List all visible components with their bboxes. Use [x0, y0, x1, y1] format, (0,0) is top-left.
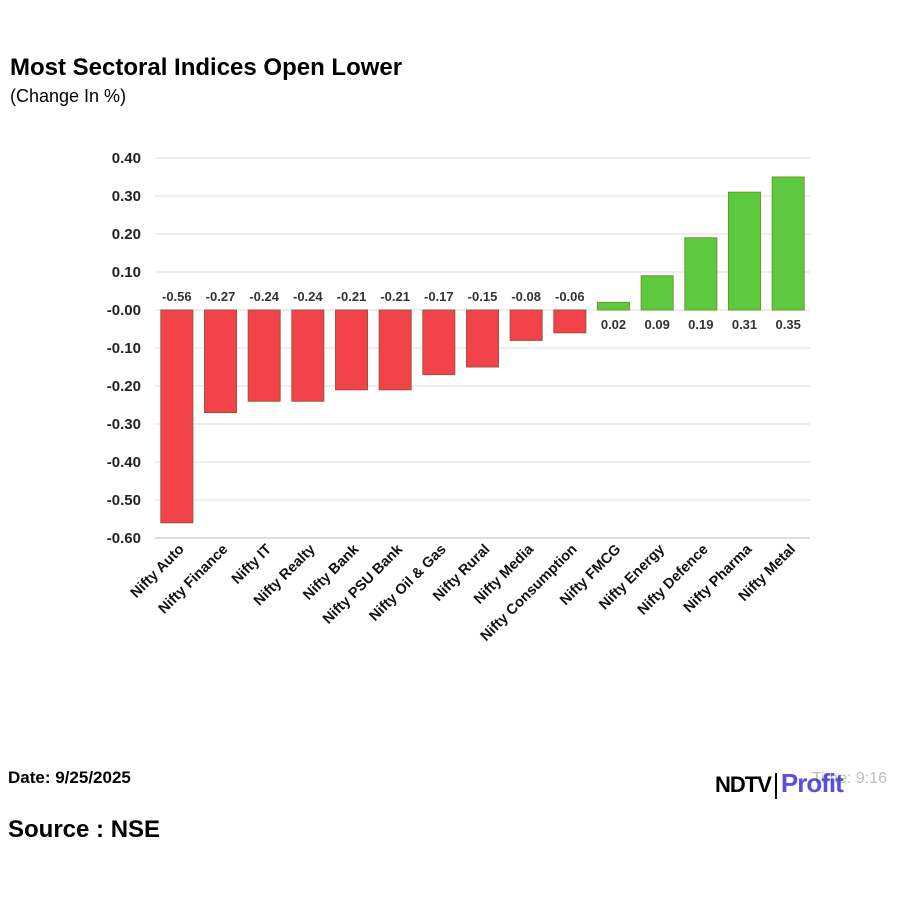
y-tick-label: -0.00 — [107, 302, 141, 319]
data-label: 0.19 — [688, 317, 713, 332]
data-label: -0.08 — [511, 289, 541, 304]
data-label: 0.09 — [645, 317, 670, 332]
y-tick-label: -0.30 — [107, 416, 141, 433]
data-label: -0.15 — [468, 289, 498, 304]
bar — [335, 309, 368, 391]
chart-subtitle: (Change In %) — [10, 86, 127, 106]
chart-title: Most Sectoral Indices Open Lower — [10, 54, 403, 81]
bar — [466, 309, 499, 368]
data-label: -0.56 — [162, 289, 192, 304]
data-label: -0.21 — [337, 289, 367, 304]
y-tick-label: 0.30 — [112, 188, 141, 205]
bar — [422, 309, 456, 376]
data-label: 0.35 — [776, 317, 801, 332]
bar — [728, 191, 761, 311]
x-tick-label: Nifty Oil & Gas — [367, 542, 450, 625]
data-label: -0.06 — [555, 289, 585, 304]
bar — [204, 309, 237, 414]
y-tick-label: 0.20 — [112, 226, 141, 243]
data-label: -0.21 — [380, 289, 410, 304]
bar — [160, 309, 194, 524]
time-label: Time: 9:16 — [812, 770, 887, 787]
bar — [553, 309, 587, 334]
date-label: Date: 9/25/2025 — [8, 768, 131, 787]
data-label: 0.31 — [732, 317, 757, 332]
bar — [378, 309, 412, 391]
data-label: -0.24 — [293, 289, 323, 304]
data-label: -0.24 — [249, 289, 279, 304]
bar — [509, 309, 543, 341]
y-tick-label: -0.50 — [107, 492, 141, 509]
bar — [684, 237, 718, 311]
y-tick-label: -0.60 — [107, 530, 141, 547]
y-tick-label: -0.20 — [107, 378, 141, 395]
data-label: 0.02 — [601, 317, 626, 332]
bar — [771, 176, 805, 311]
y-tick-label: -0.40 — [107, 454, 141, 471]
y-tick-label: -0.10 — [107, 340, 141, 357]
bar-chart: 0.40 0.30 0.20 0.10 -0.00 -0.10 -0.20 -0.30 -0.4… — [107, 150, 810, 645]
bar — [597, 301, 630, 311]
bar — [247, 309, 281, 402]
bar — [291, 309, 325, 402]
data-label: -0.17 — [424, 289, 454, 304]
data-label: -0.27 — [206, 289, 236, 304]
y-tick-label: 0.10 — [112, 264, 141, 281]
bar — [640, 275, 674, 311]
ndtv-profit-logo: NDTV Profit — [715, 768, 844, 800]
y-tick-label: 0.40 — [112, 150, 141, 167]
x-tick-label: Nifty PSU Bank — [320, 541, 407, 628]
source-label: Source : NSE — [8, 816, 161, 843]
